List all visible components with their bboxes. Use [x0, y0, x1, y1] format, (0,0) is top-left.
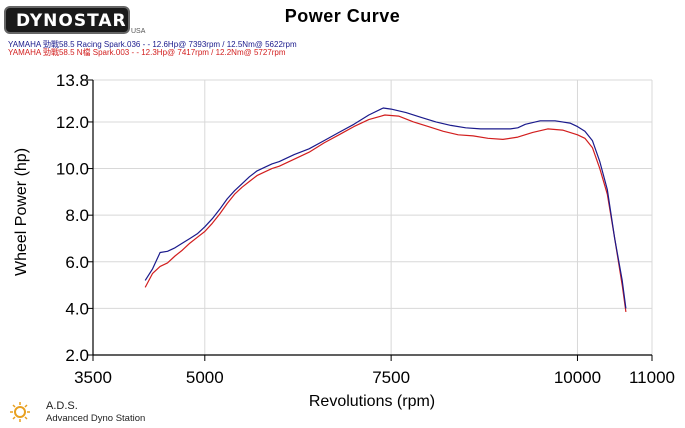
x-tick-label: 5000: [186, 368, 224, 387]
y-tick-label: 13.8: [56, 71, 89, 90]
logo-text: DYNOSTAR: [16, 11, 127, 31]
y-tick-label: 6.0: [65, 253, 89, 272]
axes: [87, 79, 653, 361]
series-line-1: [144, 114, 627, 312]
ads-subtitle: Advanced Dyno Station: [46, 413, 146, 424]
y-tick-label: 8.0: [65, 206, 89, 225]
ads-title: A.D.S.: [46, 400, 78, 412]
logo-sub-text: USA: [131, 28, 146, 35]
legend-entry-stock: YAMAHA 勁戰58.5 N檔 Spark.003 - - 12.3Hp@ 7…: [8, 48, 286, 57]
grid-lines: [92, 79, 653, 356]
x-tick-label: 7500: [372, 368, 410, 387]
x-axis-label: Revolutions (rpm): [309, 393, 435, 410]
y-tick-label: 10.0: [56, 160, 89, 179]
x-tick-label: 3500: [74, 368, 112, 387]
tick-labels: 2.0 4.0 6.0 8.0 10.0 12.0 13.8 3500 5000 7500 1000…: [56, 71, 675, 387]
chart-title: Power Curve: [284, 6, 401, 26]
x-tick-label: 11000: [629, 368, 675, 387]
y-tick-label: 12.0: [56, 113, 89, 132]
series-line-0: [144, 107, 627, 309]
ads-branding: A.D.S. Advanced Dyno Station: [8, 398, 198, 426]
x-tick-label: 10000: [554, 368, 601, 387]
ads-sun-icon: [10, 402, 30, 422]
dynostar-logo: DYNOSTAR: [4, 6, 130, 34]
y-axis-label: Wheel Power (hp): [13, 148, 30, 276]
y-tick-label: 2.0: [65, 346, 89, 365]
y-tick-label: 4.0: [65, 299, 89, 318]
legend-entry-racing: YAMAHA 勁戰58.5 Racing Spark.036 - - 12.6H…: [8, 40, 297, 49]
series-lines: [144, 107, 627, 312]
